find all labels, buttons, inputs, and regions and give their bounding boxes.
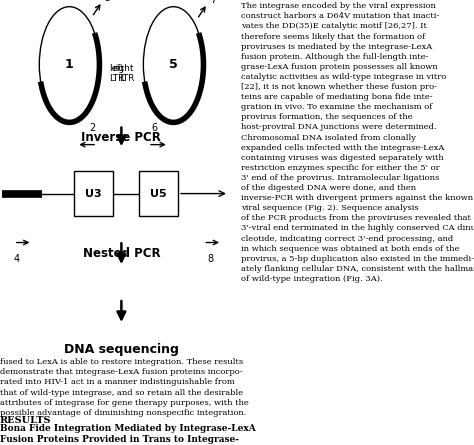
Text: Bona Fide Integration Mediated by Integrase-LexA
Fusion Proteins Provided in Tra: Bona Fide Integration Mediated by Integr… [0,424,256,445]
Text: 1: 1 [65,58,74,71]
Text: right
LTR: right LTR [113,64,134,83]
Text: Inverse PCR: Inverse PCR [82,130,161,144]
Text: 5: 5 [169,58,178,71]
Bar [74,171,113,216]
Text: The integrase encoded by the viral expression
construct harbors a D64V mutation : The integrase encoded by the viral expre… [241,2,474,283]
Text: 7: 7 [210,0,216,5]
Text: U5: U5 [150,189,167,198]
Text: 3: 3 [104,0,110,4]
Text: 2: 2 [90,124,96,134]
Text: fused to LexA is able to restore integration. These results
demonstrate that int: fused to LexA is able to restore integra… [0,358,249,417]
Text: U3: U3 [85,189,102,198]
Text: 6: 6 [152,124,158,134]
Text: Nested PCR: Nested PCR [82,247,160,260]
Text: DNA sequencing: DNA sequencing [64,343,179,356]
Text: RESULTS: RESULTS [0,416,52,425]
Bar [139,171,178,216]
Text: 4: 4 [13,254,19,263]
Text: left
LTR: left LTR [109,64,124,83]
Text: 8: 8 [207,254,213,263]
